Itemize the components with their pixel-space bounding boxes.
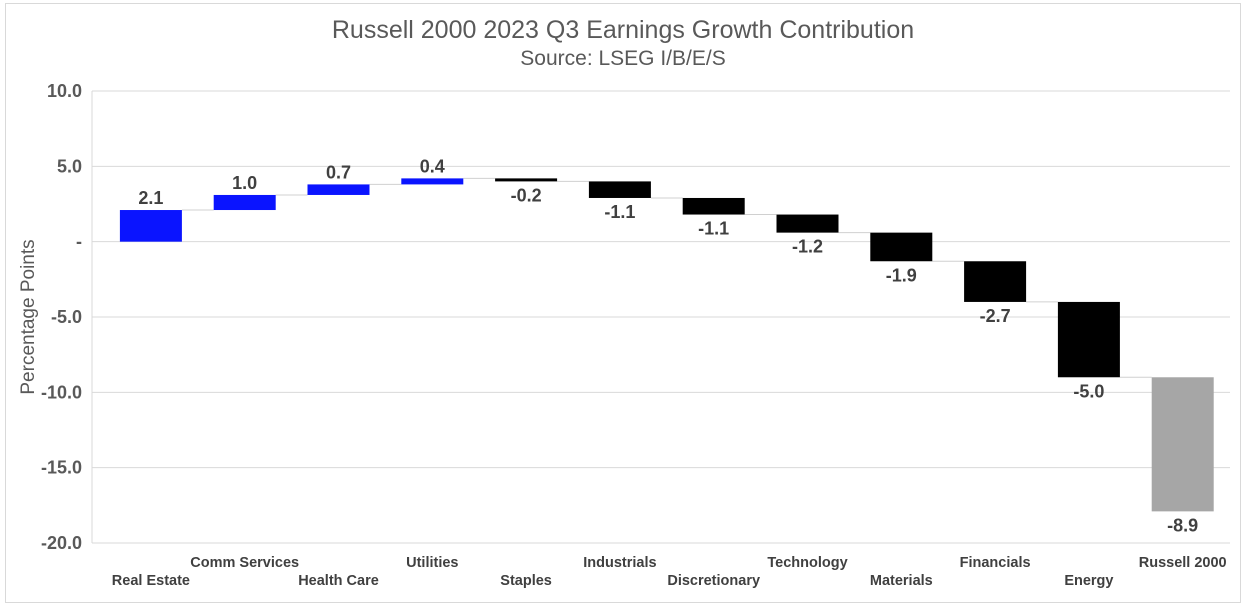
bar-energy [1057, 301, 1120, 378]
category-label: Discretionary [667, 573, 760, 589]
bar-discretionary [682, 197, 745, 215]
category-label: Real Estate [112, 573, 190, 589]
data-label: -1.1 [604, 202, 635, 222]
category-label: Utilities [406, 555, 458, 571]
data-label: -1.9 [886, 265, 917, 285]
y-tick-label: 10.0 [47, 81, 82, 101]
y-tick-label: -15.0 [41, 458, 82, 478]
category-label: Energy [1064, 573, 1113, 589]
category-label: Materials [870, 573, 933, 589]
data-labels: 2.1 1.0 0.7 0.4 -0.2 -1.1 -1.1 -1.2 -1.9 -2.7 -5.0… [138, 156, 1198, 535]
bar-comm-services [213, 194, 276, 211]
bar-health-care [307, 184, 370, 195]
y-axis-ticks: 10.0 5.0 - -5.0 -10.0 -15.0 -20.0 [41, 81, 82, 553]
y-tick-label: 5.0 [57, 156, 82, 176]
data-label: -1.1 [698, 219, 729, 239]
gridlines [91, 90, 1230, 544]
bar-staples [495, 178, 558, 182]
data-label: -5.0 [1073, 381, 1104, 401]
y-tick-label: -5.0 [51, 307, 82, 327]
category-label: Industrials [583, 555, 656, 571]
data-label: -0.2 [511, 185, 542, 205]
bar-industrials [588, 181, 651, 198]
bar-technology [776, 214, 839, 233]
data-label: -1.2 [792, 237, 823, 257]
data-label: -2.7 [980, 306, 1011, 326]
connector-lines [181, 177, 1152, 378]
category-label: Financials [960, 555, 1031, 571]
category-label: Health Care [298, 573, 379, 589]
chart-frame [5, 3, 1241, 603]
data-label: 1.0 [232, 173, 257, 193]
category-label: Russell 2000 [1139, 555, 1227, 571]
data-label: 2.1 [138, 188, 163, 208]
y-tick-label: -10.0 [41, 382, 82, 402]
bar-russell-2000 [1151, 377, 1214, 512]
bar-financials [964, 261, 1027, 302]
data-label: 0.7 [326, 162, 351, 182]
y-tick-label: - [76, 232, 82, 252]
bar-real-estate [119, 210, 182, 242]
bar-utilities [401, 178, 464, 185]
category-label: Staples [500, 573, 552, 589]
category-label: Technology [767, 555, 847, 571]
chart-subtitle: Source: LSEG I/B/E/S [520, 47, 726, 70]
y-tick-label: -20.0 [41, 533, 82, 553]
data-label: 0.4 [420, 156, 445, 176]
y-axis-label: Percentage Points [18, 239, 39, 394]
chart-title: Russell 2000 2023 Q3 Earnings Growth Con… [331, 16, 915, 44]
bar-materials [870, 232, 933, 262]
bars [119, 178, 1214, 512]
category-label: Comm Services [190, 555, 299, 571]
data-label: -8.9 [1167, 515, 1198, 535]
